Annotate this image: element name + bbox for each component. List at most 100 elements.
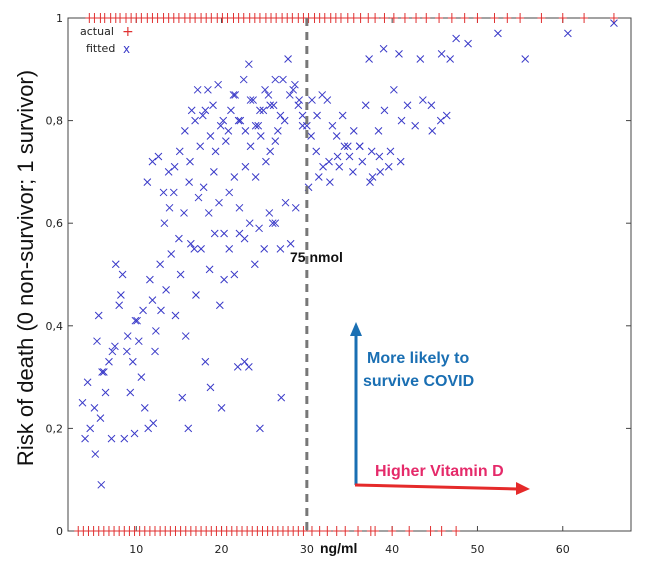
x-tick-label: 60	[556, 543, 570, 556]
fitted-point	[291, 80, 299, 89]
vitamin-text: Higher Vitamin D	[375, 463, 504, 480]
fitted-point	[115, 301, 124, 310]
fitted-point	[97, 480, 106, 489]
fitted-point-stroke-b	[265, 209, 274, 217]
fitted-point	[333, 152, 342, 161]
fitted-point	[91, 450, 100, 458]
fitted-point-stroke-b	[269, 101, 278, 110]
fitted-point	[225, 188, 234, 197]
fitted-point-stroke-b	[156, 260, 164, 269]
fitted-point	[307, 132, 315, 140]
fitted-point-stroke-b	[186, 239, 195, 248]
fitted-point	[338, 111, 347, 120]
fitted-point-stroke-b	[376, 168, 385, 176]
fitted-point-stroke-b	[86, 424, 95, 433]
fitted-point-stroke-b	[276, 244, 285, 253]
fitted-point-stroke-b	[313, 111, 321, 120]
fitted-point	[244, 362, 253, 371]
fitted-point	[312, 147, 321, 156]
fitted-point-stroke-b	[452, 34, 460, 43]
fitted-point-stroke-b	[151, 347, 159, 356]
fitted-point-stroke-b	[365, 55, 373, 63]
fitted-point-stroke-b	[333, 152, 342, 161]
fitted-point-stroke-b	[241, 127, 250, 135]
fitted-point	[198, 111, 207, 120]
fitted-point	[610, 19, 618, 27]
fitted-point	[361, 101, 370, 110]
fitted-point-stroke-b	[271, 75, 280, 84]
fitted-point	[379, 44, 388, 53]
fitted-point	[280, 116, 289, 125]
fitted-point	[298, 111, 307, 120]
fitted-point	[192, 291, 200, 299]
fitted-point	[199, 183, 208, 192]
fitted-point-stroke-b	[133, 316, 141, 325]
fitted-point	[140, 404, 149, 412]
fitted-point-stroke-b	[111, 260, 120, 269]
fitted-point	[442, 111, 451, 120]
fitted-point	[184, 424, 193, 433]
fitted-point-stroke-b	[281, 198, 290, 207]
fitted-point	[229, 91, 238, 99]
fitted-point-stroke-b	[326, 178, 334, 187]
y-tick-label: 0,6	[46, 217, 64, 230]
fitted-point-stroke-b	[160, 219, 169, 228]
fitted-point-stroke-b	[244, 60, 253, 69]
fitted-point	[130, 429, 139, 438]
fitted-point-stroke-b	[233, 362, 242, 371]
fitted-point	[215, 198, 223, 207]
fitted-point-stroke-b	[107, 434, 116, 443]
fitted-point-stroke-b	[464, 39, 472, 48]
fitted-point-stroke-b	[167, 250, 176, 258]
fitted-point	[181, 127, 189, 135]
fitted-point-stroke-b	[148, 157, 157, 166]
fitted-point-stroke-b	[234, 116, 243, 125]
fitted-point-stroke-b	[205, 265, 214, 274]
fitted-point	[343, 142, 352, 151]
fitted-point-stroke-b	[427, 101, 436, 110]
fitted-point-stroke-b	[332, 132, 341, 140]
fitted-point	[225, 244, 234, 253]
plot-area	[67, 17, 632, 532]
fitted-point	[390, 85, 398, 94]
fitted-point-stroke-b	[165, 203, 174, 212]
fitted-point	[271, 75, 280, 84]
fitted-point	[143, 178, 152, 187]
fitted-point	[117, 291, 125, 299]
fitted-point-stroke-b	[395, 50, 403, 58]
fitted-point-stroke-b	[190, 244, 199, 253]
fitted-point	[411, 121, 420, 130]
fitted-point-stroke-b	[442, 111, 451, 120]
fitted-point	[239, 75, 248, 84]
fitted-point-stroke-b	[227, 106, 235, 115]
fitted-point	[164, 168, 173, 176]
fitted-point	[134, 337, 143, 346]
fitted-point-stroke-b	[366, 178, 374, 187]
fitted-point-stroke-b	[397, 116, 406, 125]
fitted-point-stroke-b	[143, 178, 152, 187]
fitted-point-stroke-b	[277, 393, 286, 402]
fitted-point	[180, 209, 188, 217]
fitted-point-stroke-b	[610, 19, 618, 27]
fitted-point-stroke-b	[170, 162, 179, 171]
fitted-point-stroke-b	[118, 270, 127, 279]
fitted-point-stroke-b	[214, 80, 222, 89]
fitted-point-stroke-b	[318, 91, 327, 99]
fitted-point	[240, 357, 249, 366]
fitted-point-stroke-b	[284, 55, 292, 63]
fitted-point	[246, 142, 255, 151]
fitted-point-stroke-b	[262, 157, 270, 166]
fitted-point-stroke-b	[210, 229, 219, 238]
fitted-point-stroke-b	[128, 357, 137, 366]
vitamin-arrow-shaft	[354, 483, 519, 491]
fitted-point	[154, 152, 163, 161]
fitted-point	[99, 368, 108, 376]
fitted-point	[260, 244, 269, 253]
fitted-point	[276, 111, 285, 120]
fitted-point	[291, 203, 300, 212]
fitted-point	[107, 434, 116, 443]
fitted-point	[151, 347, 159, 356]
fitted-point-stroke-b	[380, 106, 389, 115]
threshold-label: 75 nmol	[290, 249, 343, 265]
fitted-point	[494, 29, 502, 38]
